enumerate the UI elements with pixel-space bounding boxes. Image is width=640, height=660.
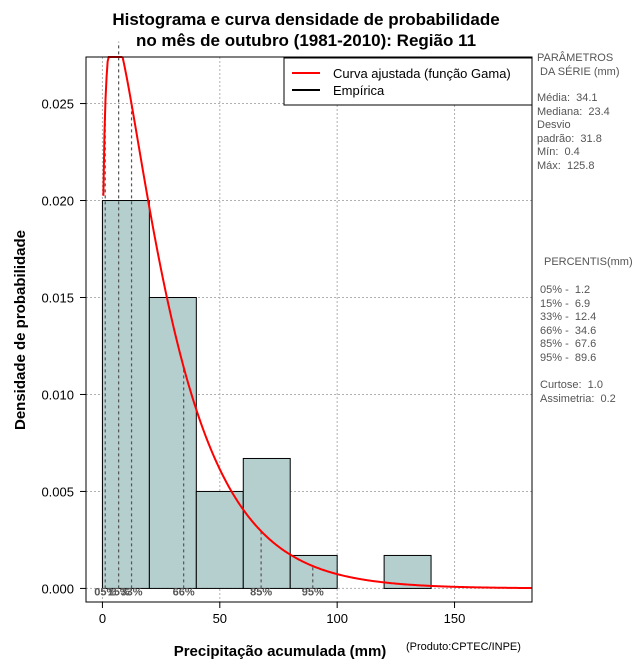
percentile-66: 66% - 34.6 (540, 324, 597, 337)
histogram-bar (148, 296, 197, 589)
percentile-33: 33% - 12.4 (540, 311, 597, 323)
credit-text: (Produto:CPTEC/INPE) (406, 641, 521, 653)
stat-max: Máx: 125.8 (537, 159, 595, 172)
chart-title-line1: Histograma e curva densidade de probabil… (112, 10, 499, 29)
histogram-bar (101, 200, 150, 589)
params-title-2: DA SÉRIE (mm) (537, 65, 620, 78)
legend-box (283, 57, 533, 106)
percentile-label: 15% (108, 586, 130, 598)
params-title-1: PARÂMETROS (537, 52, 614, 64)
stat-assimetria: Assimetria: 0.2 (540, 392, 616, 405)
percentile-label: 33% (121, 586, 143, 598)
percentiles-title: PERCENTIS(mm) (544, 256, 633, 268)
x-tick-label: 0 (99, 611, 106, 626)
percentile-lines (104, 41, 314, 589)
stat-desvio-value: padrão: 31.8 (537, 132, 602, 145)
x-tick-label: 150 (444, 611, 466, 626)
series-parameters-panel: PARÂMETROS DA SÉRIE (mm) Média: 34.1 Med… (537, 52, 620, 173)
y-tick-label: 0.015 (41, 290, 74, 305)
x-axis-ticks: 0 50 100 150 (99, 602, 466, 626)
percentile-05: 05% - 1.2 (540, 284, 591, 296)
percentile-label: 95% (302, 586, 324, 598)
plot-frame (85, 56, 533, 603)
y-axis-title: Densidade de probabilidade (12, 230, 29, 430)
stat-media: Média: 34.1 (537, 92, 598, 104)
x-tick-label: 50 (213, 611, 227, 626)
legend: Curva ajustada (função Gama) Empírica (283, 57, 533, 106)
gamma-curve (102, 56, 533, 590)
histogram-bar (242, 457, 291, 589)
x-tick-label: 100 (326, 611, 348, 626)
y-tick-label: 0.005 (41, 484, 74, 499)
percentile-15: 15% - 6.9 (540, 297, 591, 310)
stat-curtose: Curtose: 1.0 (540, 379, 603, 391)
histogram-bars (101, 200, 432, 589)
histogram-bar (195, 490, 244, 589)
stat-min: Mín: 0.4 (537, 146, 580, 158)
percentile-85: 85% - 67.6 (540, 338, 597, 350)
percentile-labels: 05%15%33% 66% 85% 95% (94, 586, 324, 598)
legend-empirical-label: Empírica (333, 83, 385, 98)
y-tick-label: 0.020 (41, 194, 74, 209)
y-axis-ticks: 0.000 0.005 0.010 0.015 0.020 0.025 (41, 97, 86, 596)
x-axis-title: Precipitação acumulada (mm) (174, 643, 387, 660)
legend-curve-label: Curva ajustada (função Gama) (333, 66, 511, 81)
y-tick-label: 0.000 (41, 581, 74, 596)
chart-title-line2: no mês de outubro (1981-2010): Região 11 (136, 31, 476, 50)
percentile-label: 05% (94, 586, 116, 598)
y-tick-label: 0.010 (41, 387, 74, 402)
stat-desvio-label: Desvio (537, 119, 571, 131)
stat-mediana: Mediana: 23.4 (537, 105, 610, 118)
percentile-label: 66% (173, 586, 195, 598)
y-tick-label: 0.025 (41, 97, 74, 112)
percentiles-panel: 05% - 1.2 15% - 6.9 33% - 12.4 66% - 34.… (540, 284, 616, 406)
percentile-95: 95% - 89.6 (540, 351, 597, 364)
percentile-label: 85% (250, 586, 272, 598)
